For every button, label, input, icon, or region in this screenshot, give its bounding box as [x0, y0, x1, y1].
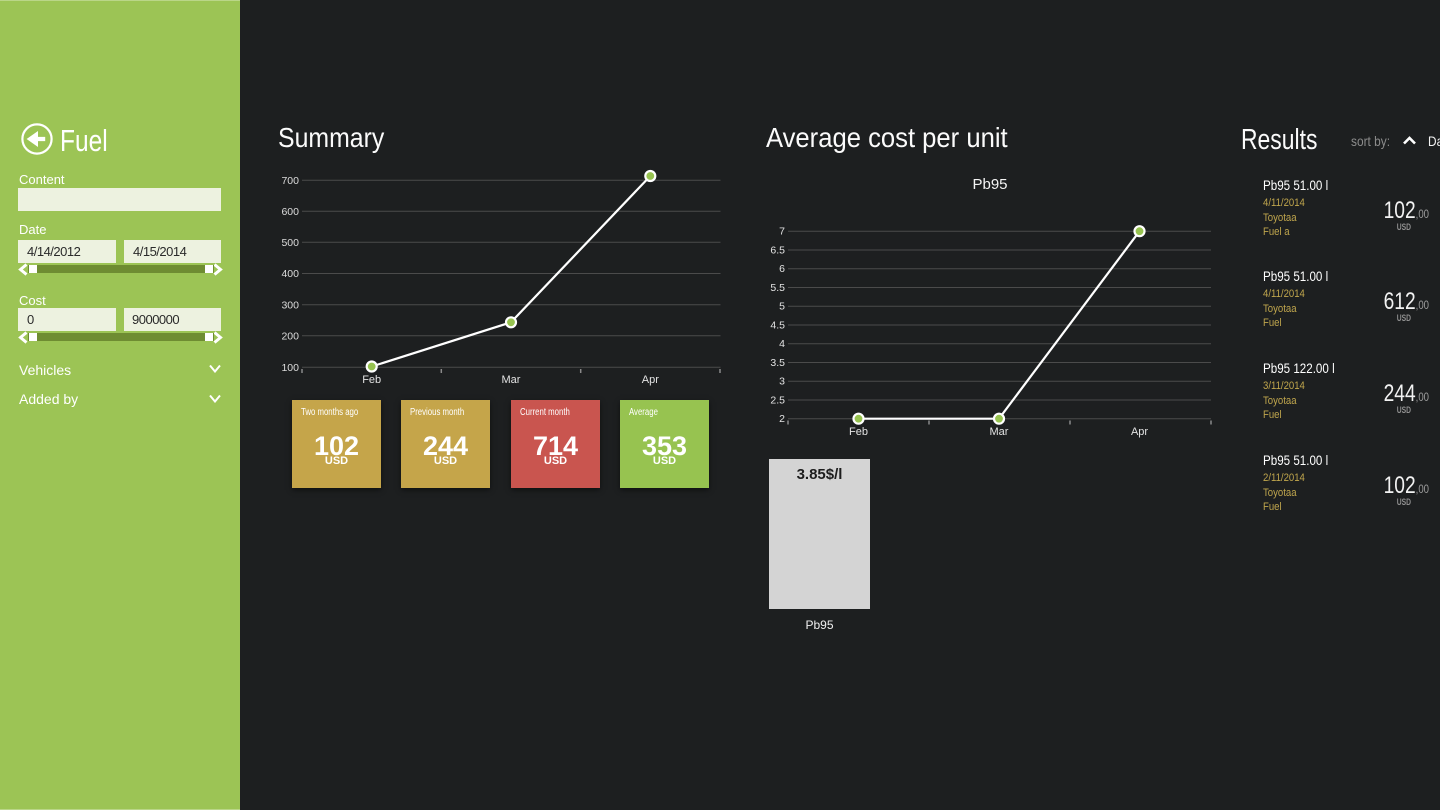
svg-text:500: 500 — [281, 237, 299, 249]
svg-text:4: 4 — [779, 338, 785, 350]
svg-text:600: 600 — [281, 206, 299, 218]
svg-text:300: 300 — [281, 300, 299, 312]
svg-text:700: 700 — [281, 175, 299, 187]
svg-text:3.5: 3.5 — [770, 357, 785, 369]
svg-text:5: 5 — [779, 301, 785, 313]
svg-text:6.5: 6.5 — [770, 245, 785, 257]
svg-text:100: 100 — [281, 362, 299, 374]
svg-text:2.5: 2.5 — [770, 395, 785, 407]
svg-text:4.5: 4.5 — [770, 320, 785, 332]
svg-text:200: 200 — [281, 331, 299, 343]
svg-text:Apr: Apr — [1131, 426, 1148, 438]
svg-text:Feb: Feb — [362, 374, 381, 386]
svg-text:5.5: 5.5 — [770, 282, 785, 294]
svg-text:6: 6 — [779, 263, 785, 275]
svg-text:Mar: Mar — [990, 426, 1009, 438]
svg-text:Mar: Mar — [502, 374, 521, 386]
svg-text:400: 400 — [281, 268, 299, 280]
svg-text:7: 7 — [779, 226, 785, 238]
svg-text:Apr: Apr — [642, 374, 659, 386]
svg-text:2: 2 — [779, 413, 785, 425]
svg-text:Feb: Feb — [849, 426, 868, 438]
svg-text:3: 3 — [779, 376, 785, 388]
